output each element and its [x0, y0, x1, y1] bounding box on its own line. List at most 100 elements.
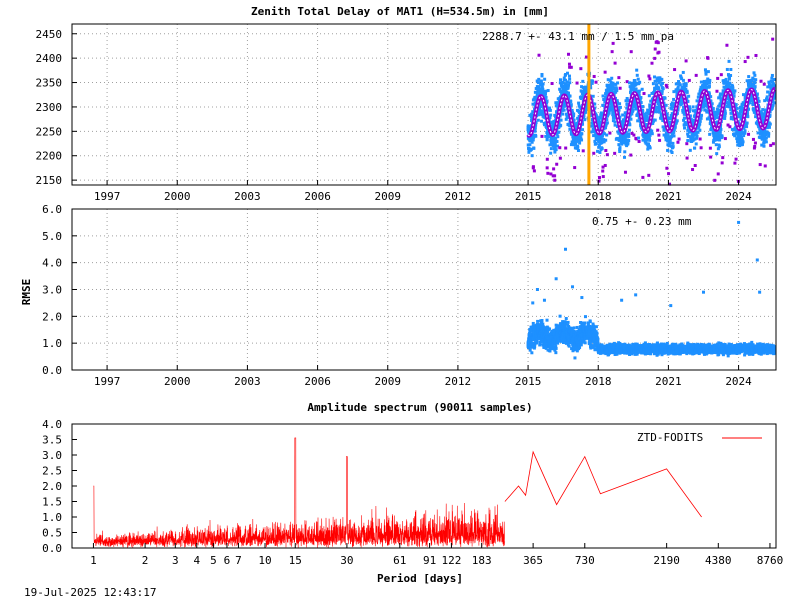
ztd-point	[693, 146, 697, 150]
ztd-point	[542, 110, 546, 114]
ztd-point	[675, 111, 679, 115]
ztd-point	[671, 145, 675, 149]
ztd-outlier-point	[545, 166, 549, 170]
ztd-point	[682, 82, 686, 86]
ztd-outlier-point	[715, 89, 719, 93]
ztd-point	[691, 109, 695, 113]
ztd-outlier-point	[594, 80, 598, 84]
ztd-point	[615, 89, 619, 93]
ztd-point	[741, 101, 745, 105]
rmse-point	[538, 323, 542, 327]
ztd-point	[753, 81, 757, 85]
ztd-point	[580, 89, 584, 93]
rmse-point	[594, 330, 598, 334]
rmse-point	[544, 346, 548, 350]
ztd-point	[595, 116, 599, 120]
ztd-point	[731, 86, 735, 90]
ztd-point	[577, 137, 581, 141]
ztd-point	[682, 118, 686, 122]
ztd-point	[580, 132, 584, 136]
ztd-point	[653, 79, 657, 83]
rmse-point	[592, 326, 596, 330]
ztd-point	[715, 152, 719, 156]
rmse-point	[589, 339, 593, 343]
ztd-point	[715, 107, 719, 111]
ztd-outlier-point	[532, 169, 536, 173]
rmse-point	[592, 344, 596, 348]
ztd-point	[747, 81, 751, 85]
ztd-point	[693, 137, 697, 141]
ztd-point	[722, 85, 726, 89]
ztd-outlier-point	[625, 80, 629, 84]
ztd-point	[578, 105, 582, 109]
rmse-point	[588, 324, 592, 328]
ztd-point	[552, 139, 556, 143]
ztd-outlier-point	[723, 137, 727, 141]
ztd-point	[741, 93, 745, 97]
ztd-point	[687, 105, 691, 109]
ztd-ytick-label: 2300	[36, 101, 63, 114]
rmse-point	[577, 331, 581, 335]
ztd-point	[627, 134, 631, 138]
rmse-point	[586, 325, 590, 329]
ztd-point	[540, 119, 544, 123]
ztd-point	[561, 112, 565, 116]
ztd-outlier-point	[685, 142, 689, 146]
ztd-point	[700, 113, 704, 117]
ztd-outlier-point	[762, 82, 766, 86]
rmse-point	[554, 337, 558, 341]
ztd-point	[627, 138, 631, 142]
ztd-point	[578, 141, 582, 145]
rmse-point	[528, 332, 532, 336]
ztd-point	[640, 87, 644, 91]
ztd-point	[582, 113, 586, 117]
ztd-outlier-point	[647, 74, 651, 78]
ztd-point	[746, 112, 750, 116]
ztd-point	[653, 88, 657, 92]
ztd-point	[553, 144, 557, 148]
ztd-xtick-label: 2015	[515, 190, 542, 203]
ztd-ytick-label: 2350	[36, 77, 63, 90]
ztd-point	[568, 127, 572, 131]
ztd-point	[544, 89, 548, 93]
ztd-point	[641, 109, 645, 113]
ztd-point	[735, 140, 739, 144]
ztd-point	[754, 78, 758, 82]
ztd-point	[674, 82, 678, 86]
ztd-point	[684, 87, 688, 91]
rmse-point	[588, 332, 592, 336]
ztd-outlier-point	[658, 138, 662, 142]
ztd-point	[659, 83, 663, 87]
ztd-point	[767, 134, 771, 138]
ztd-point	[662, 133, 666, 137]
ztd-point	[764, 108, 768, 112]
ztd-point	[672, 134, 676, 138]
ztd-point	[669, 141, 673, 145]
ztd-point	[584, 105, 588, 109]
ztd-point	[541, 87, 545, 91]
ztd-point	[530, 140, 534, 144]
ztd-point	[625, 144, 629, 148]
ztd-point	[635, 68, 639, 72]
ztd-point	[530, 154, 534, 158]
ztd-point	[613, 120, 617, 124]
rmse-point	[578, 345, 582, 349]
ztd-point	[715, 138, 719, 142]
ztd-point	[672, 97, 676, 101]
ztd-point	[581, 85, 585, 89]
ztd-point	[759, 114, 763, 118]
ztd-outlier-point	[537, 53, 541, 57]
ztd-outlier-point	[635, 137, 639, 141]
ztd-outlier-point	[698, 137, 702, 141]
rmse-point	[591, 345, 595, 349]
rmse-point	[533, 345, 537, 349]
ztd-outlier-point	[746, 55, 750, 59]
ztd-point	[537, 85, 541, 89]
ztd-outlier-point	[566, 52, 570, 56]
ztd-point	[617, 108, 621, 112]
ztd-point	[621, 141, 625, 145]
ztd-point	[654, 109, 658, 113]
ztd-outlier-point	[641, 175, 645, 179]
ztd-point	[677, 80, 681, 84]
ztd-point	[553, 120, 557, 124]
